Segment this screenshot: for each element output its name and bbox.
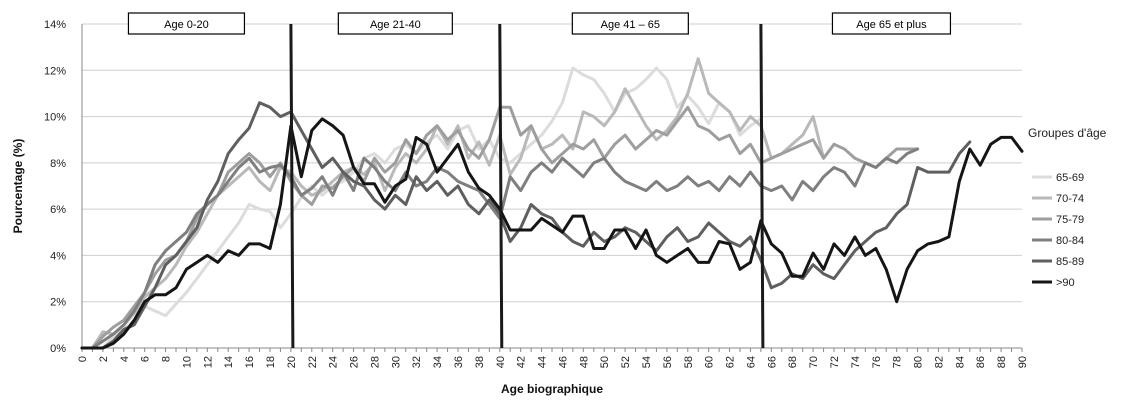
- x-tick-label: 4: [119, 356, 131, 362]
- legend: Groupes d'âge 65-69 70-74 75-79 80-84 85-89 >…: [1028, 126, 1107, 289]
- x-axis-ticks: 0 2 4 6 8 10 12 14 16 18 20 22 24 26 28 30 32 34 36 38 40 42 4…: [77, 348, 1029, 368]
- x-tick-label: 46: [557, 356, 569, 368]
- period-boundaries: [289, 23, 765, 349]
- x-tick-label: 44: [537, 356, 549, 368]
- x-tick-label: 74: [850, 356, 862, 368]
- x-tick-label: 84: [954, 356, 966, 368]
- x-tick-label: 6: [140, 356, 152, 362]
- period-labels: Age 0-20 Age 21-40 Age 41 – 65 Age 65 et pl…: [127, 12, 952, 35]
- x-tick-label: 28: [369, 356, 381, 368]
- period-label-box-3: [831, 12, 952, 35]
- period-label-2: Age 41 – 65: [601, 19, 660, 31]
- y-tick-label: 14%: [44, 19, 66, 31]
- series-line-4: [80, 101, 972, 350]
- y-tick-label: 6%: [50, 204, 66, 216]
- period-label-0: Age 0-20: [164, 19, 209, 31]
- x-tick-label: 14: [223, 356, 235, 368]
- period-label-box-1: [337, 12, 453, 35]
- x-tick-label: 72: [829, 356, 841, 368]
- period-label-box-2: [571, 12, 689, 35]
- legend-label-1: 70-74: [1056, 193, 1084, 205]
- y-tick-label: 8%: [50, 158, 66, 170]
- y-tick-label: 0%: [50, 343, 66, 355]
- x-tick-label: 48: [578, 356, 590, 368]
- x-tick-label: 70: [808, 356, 820, 368]
- x-tick-label: 18: [265, 356, 277, 368]
- x-tick-label: 78: [892, 356, 904, 368]
- y-axis-ticks: 0% 2% 4% 6% 8% 10% 12% 14%: [44, 19, 66, 355]
- x-tick-label: 40: [495, 356, 507, 368]
- legend-label-4: 85-89: [1056, 256, 1084, 268]
- x-tick-label: 54: [641, 356, 653, 368]
- y-tick-label: 2%: [50, 297, 66, 309]
- x-tick-label: 60: [704, 356, 716, 368]
- x-tick-label: 62: [725, 356, 737, 368]
- period-boundary-line-2: [759, 23, 765, 349]
- x-tick-label: 2: [98, 356, 110, 362]
- period-label-3: Age 65 et plus: [856, 19, 927, 31]
- period-boundary-line-1: [498, 23, 504, 349]
- x-tick-label: 50: [599, 356, 611, 368]
- x-tick-label: 10: [181, 356, 193, 368]
- x-tick-label: 38: [474, 356, 486, 368]
- y-axis-title: Pourcentage (%): [11, 139, 25, 234]
- x-tick-label: 16: [244, 356, 256, 368]
- y-tick-label: 4%: [50, 250, 66, 262]
- x-tick-label: 82: [933, 356, 945, 368]
- x-axis-title: Age biographique: [501, 382, 603, 396]
- period-boundary-line-0: [289, 23, 295, 349]
- legend-label-3: 80-84: [1056, 235, 1084, 247]
- legend-items: 65-69 70-74 75-79 80-84 85-89 >90: [1032, 172, 1084, 289]
- x-tick-label: 76: [871, 356, 883, 368]
- x-tick-label: 20: [286, 356, 298, 368]
- x-tick-label: 24: [328, 356, 340, 368]
- x-tick-label: 68: [787, 356, 799, 368]
- x-tick-label: 58: [683, 356, 695, 368]
- x-tick-label: 0: [77, 356, 89, 362]
- x-tick-label: 42: [516, 356, 528, 368]
- x-tick-label: 30: [390, 356, 402, 368]
- x-tick-label: 88: [996, 356, 1008, 368]
- y-tick-label: 10%: [44, 112, 66, 124]
- x-tick-label: 66: [766, 356, 778, 368]
- x-tick-label: 90: [1017, 356, 1029, 368]
- series-line-5: [80, 117, 1024, 350]
- legend-title: Groupes d'âge: [1028, 126, 1107, 140]
- series-line-0: [80, 66, 763, 350]
- x-tick-label: 34: [432, 356, 444, 368]
- x-tick-label: 80: [913, 356, 925, 368]
- x-tick-label: 56: [662, 356, 674, 368]
- period-label-1: Age 21-40: [370, 19, 421, 31]
- x-tick-label: 86: [975, 356, 987, 368]
- x-tick-label: 32: [411, 356, 423, 368]
- x-tick-label: 64: [745, 356, 757, 368]
- legend-label-2: 75-79: [1056, 214, 1084, 226]
- x-tick-label: 12: [202, 356, 214, 368]
- period-label-box-0: [127, 12, 246, 35]
- x-tick-label: 36: [453, 356, 465, 368]
- legend-label-0: 65-69: [1056, 172, 1084, 184]
- legend-label-5: >90: [1056, 277, 1075, 289]
- x-tick-label: 26: [349, 356, 361, 368]
- y-tick-label: 12%: [44, 65, 66, 77]
- x-tick-label: 8: [161, 356, 173, 362]
- x-tick-label: 52: [620, 356, 632, 368]
- x-tick-label: 22: [307, 356, 319, 368]
